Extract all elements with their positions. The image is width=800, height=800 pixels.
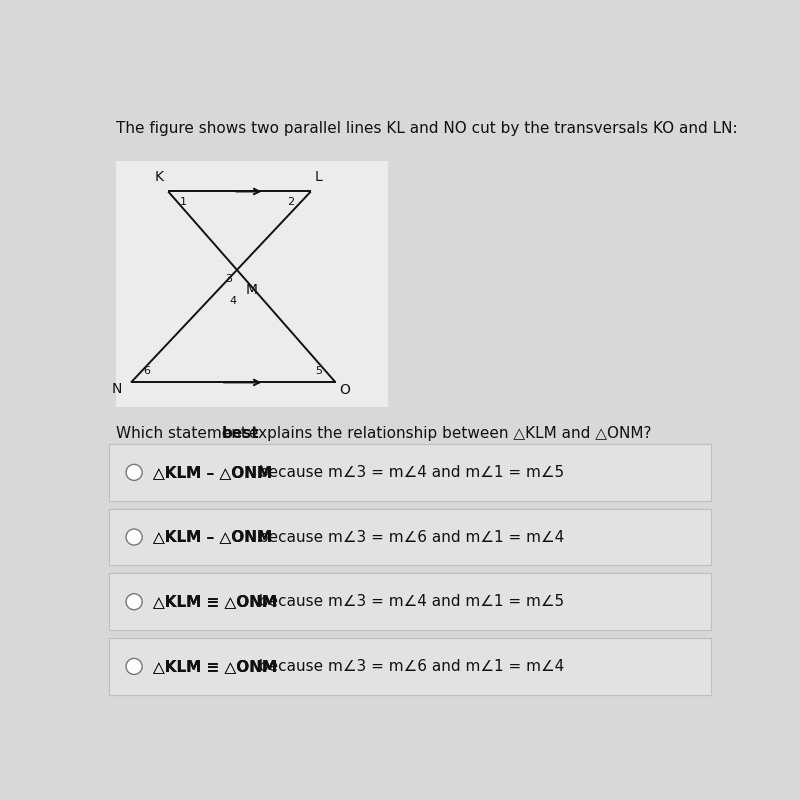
Text: explains the relationship between △KLM and △ONM?: explains the relationship between △KLM a… [244, 426, 651, 441]
Text: △KLM – △ONM: △KLM – △ONM [153, 530, 272, 545]
Text: 1: 1 [180, 197, 187, 207]
Circle shape [126, 658, 142, 674]
Text: because m∠3 = m∠6 and m∠1 = m∠4: because m∠3 = m∠6 and m∠1 = m∠4 [254, 659, 564, 674]
Text: △KLM ≡ △ONM: △KLM ≡ △ONM [153, 594, 277, 610]
Text: The figure shows two parallel lines KL and NO cut by the transversals KO and LN:: The figure shows two parallel lines KL a… [115, 121, 737, 136]
Text: △KLM ≡ △ONM: △KLM ≡ △ONM [153, 659, 277, 674]
Circle shape [126, 594, 142, 610]
Text: △KLM – △ONM because m∠3 = m∠6 and m∠1 = m∠4: △KLM – △ONM because m∠3 = m∠6 and m∠1 = … [153, 530, 602, 545]
Text: because m∠3 = m∠4 and m∠1 = m∠5: because m∠3 = m∠4 and m∠1 = m∠5 [254, 594, 564, 610]
FancyBboxPatch shape [110, 509, 710, 566]
Text: O: O [339, 383, 350, 397]
FancyBboxPatch shape [110, 638, 710, 694]
Text: M: M [246, 283, 258, 297]
Text: △KLM – △ONM: △KLM – △ONM [153, 530, 272, 545]
Text: △KLM – △ONM because m∠3 = m∠4 and m∠1 = m∠5: △KLM – △ONM because m∠3 = m∠4 and m∠1 = … [153, 465, 602, 480]
FancyBboxPatch shape [110, 574, 710, 630]
Text: because m∠3 = m∠4 and m∠1 = m∠5: because m∠3 = m∠4 and m∠1 = m∠5 [254, 465, 564, 480]
FancyBboxPatch shape [115, 161, 388, 407]
Text: N: N [111, 382, 122, 395]
Text: 3: 3 [226, 274, 233, 284]
Text: L: L [314, 170, 322, 184]
FancyBboxPatch shape [110, 444, 710, 501]
Text: 6: 6 [143, 366, 150, 376]
Text: because m∠3 = m∠6 and m∠1 = m∠4: because m∠3 = m∠6 and m∠1 = m∠4 [254, 530, 564, 545]
Text: △KLM – △ONM: △KLM – △ONM [153, 465, 272, 480]
Text: △KLM ≡ △ONM because m∠3 = m∠6 and m∠1 = m∠4: △KLM ≡ △ONM because m∠3 = m∠6 and m∠1 = … [153, 659, 608, 674]
Text: 4: 4 [230, 295, 237, 306]
Text: △KLM ≡ △ONM: △KLM ≡ △ONM [153, 659, 277, 674]
Text: Which statement: Which statement [115, 426, 251, 441]
Text: △KLM ≡ △ONM: △KLM ≡ △ONM [153, 594, 277, 610]
Circle shape [126, 529, 142, 545]
Text: △KLM – △ONM: △KLM – △ONM [153, 465, 272, 480]
Text: 5: 5 [314, 366, 322, 376]
Text: best: best [222, 426, 259, 441]
Text: △KLM ≡ △ONM because m∠3 = m∠4 and m∠1 = m∠5: △KLM ≡ △ONM because m∠3 = m∠4 and m∠1 = … [153, 594, 607, 610]
Circle shape [126, 464, 142, 480]
Text: 2: 2 [287, 197, 294, 207]
Text: K: K [154, 170, 163, 184]
